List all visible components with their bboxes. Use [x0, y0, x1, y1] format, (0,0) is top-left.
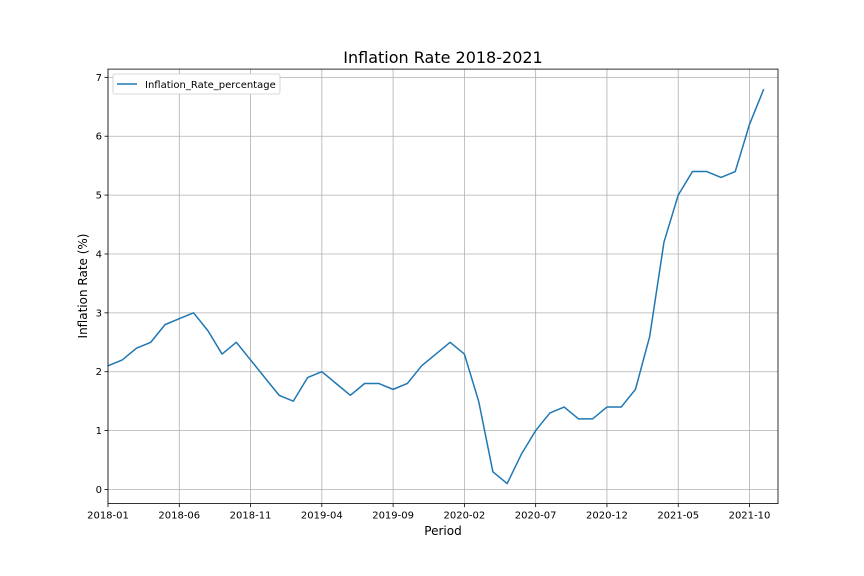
- x-tick-label: 2020-12: [586, 511, 628, 522]
- y-tick-label: 3: [96, 308, 102, 319]
- y-tick-label: 6: [96, 132, 102, 143]
- legend: Inflation_Rate_percentage: [112, 73, 281, 95]
- legend-box: [112, 73, 281, 95]
- chart-title: Inflation Rate 2018-2021: [343, 48, 542, 67]
- x-tick-label: 2021-10: [729, 511, 771, 522]
- ticks: 2018-01 2018-06 2018-11 2019-04 2019-09 2020-…: [87, 73, 770, 522]
- x-axis-label: Period: [424, 524, 461, 538]
- series-line: [107, 88, 765, 485]
- series-layer: [107, 88, 765, 485]
- x-tick-label: 2020-02: [443, 511, 485, 522]
- y-tick-label: 5: [96, 191, 102, 202]
- x-tick-label: 2019-04: [301, 511, 343, 522]
- y-tick-label: 4: [96, 249, 102, 260]
- y-tick-label: 1: [96, 426, 102, 437]
- plot-area-frame: [107, 68, 779, 504]
- x-tick-label: 2018-11: [230, 511, 272, 522]
- y-tick-label: 0: [96, 485, 102, 496]
- x-tick-label: 2020-07: [515, 511, 557, 522]
- legend-label: Inflation_Rate_percentage: [145, 80, 276, 91]
- x-tick-label: 2019-09: [372, 511, 414, 522]
- grid: [107, 69, 778, 504]
- y-axis-label: Inflation Rate (%): [76, 234, 90, 339]
- y-tick-label: 7: [96, 73, 102, 84]
- x-tick-label: 2021-05: [657, 511, 699, 522]
- x-tick-label: 2018-01: [87, 511, 129, 522]
- y-tick-label: 2: [96, 367, 102, 378]
- x-tick-label: 2018-06: [158, 511, 200, 522]
